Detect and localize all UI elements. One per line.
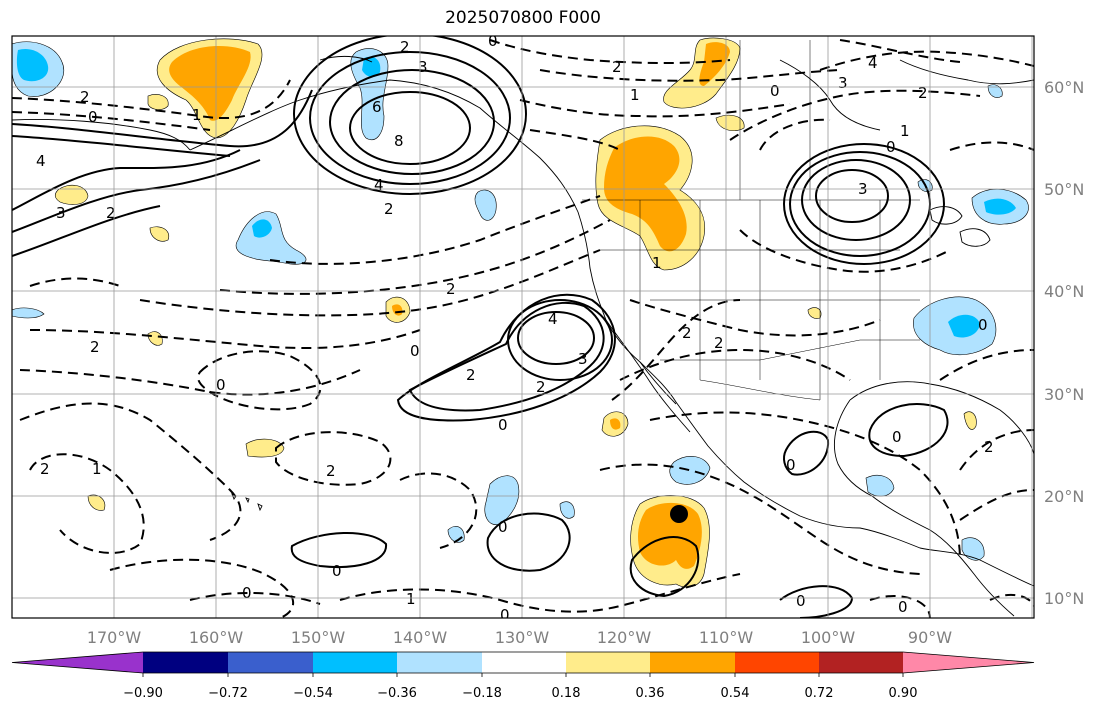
contour-label: 0 (488, 32, 498, 50)
contour-label: 0 (242, 584, 252, 602)
contour-label: 0 (886, 138, 896, 156)
colorbar-tick-label: 0.90 (889, 686, 918, 701)
contour-label: 0 (498, 416, 508, 434)
lon-label: 90°W (908, 628, 952, 647)
contour-label: 2 (106, 204, 116, 222)
positive-contours (12, 36, 949, 618)
contour-label: 0 (498, 518, 508, 536)
contour-label: 2 (918, 84, 928, 102)
contour-label: 0 (786, 456, 796, 474)
contour-label: 4 (374, 176, 384, 194)
contour-label: 3 (418, 58, 428, 76)
colorbar-tick-label: −0.18 (462, 686, 502, 701)
storm-center-marker (670, 505, 688, 523)
colorbar (11, 651, 1035, 677)
contour-label: 0 (796, 592, 806, 610)
map-title: 2025070800 F000 (445, 8, 601, 28)
lat-label: 10°N (1044, 589, 1084, 608)
contour-label: 4 (36, 152, 46, 170)
lon-label: 130°W (495, 628, 550, 647)
contour-label: 0 (978, 316, 988, 334)
lat-label: 50°N (1044, 180, 1084, 199)
contour-label: 2 (466, 366, 476, 384)
colorbar-tick-label: 0.72 (805, 686, 834, 701)
contour-label: 0 (410, 342, 420, 360)
contour-label: 1 (406, 590, 416, 608)
contour-label: 0 (898, 598, 908, 616)
contour-label: 0 (500, 606, 510, 624)
contour-label: 2 (984, 438, 994, 456)
lon-label: 110°W (699, 628, 754, 647)
colorbar-tick-label: −0.72 (208, 686, 248, 701)
colorbar-segment (566, 652, 650, 673)
contour-label: 0 (770, 82, 780, 100)
contour-label: 0 (216, 376, 226, 394)
colorbar-ticks: −0.90 −0.72 −0.54 −0.36 −0.18 0.18 0.36 … (123, 686, 917, 701)
colorbar-tick-label: 0.36 (636, 686, 665, 701)
colorbar-segment (313, 652, 397, 673)
contour-label: 2 (400, 38, 410, 56)
contour-label: 3 (578, 350, 588, 368)
colorbar-tick-label: −0.54 (293, 686, 333, 701)
contour-label: 8 (394, 132, 404, 150)
lon-label: 100°W (801, 628, 856, 647)
colorbar-segment (397, 652, 482, 673)
lat-label: 40°N (1044, 282, 1084, 301)
contour-label: 2 (326, 462, 336, 480)
lon-label: 170°W (87, 628, 142, 647)
contour-label: 3 (838, 74, 848, 92)
contour-label: 2 (384, 200, 394, 218)
contour-label: 6 (372, 98, 382, 116)
colorbar-tick-label: 0.18 (552, 686, 581, 701)
map-frame (11, 35, 1035, 619)
lon-label: 120°W (597, 628, 652, 647)
contour-label: 2 (682, 324, 692, 342)
coastlines (12, 55, 1034, 617)
colorbar-segment (819, 652, 903, 673)
contour-label: 3 (56, 204, 66, 222)
lon-label: 150°W (291, 628, 346, 647)
colorbar-tick-label: −0.90 (123, 686, 163, 701)
contour-label: 2 (714, 334, 724, 352)
colorbar-segment (650, 652, 735, 673)
contour-label: 1 (652, 254, 662, 272)
colorbar-tick-label: −0.36 (377, 686, 417, 701)
contour-label: 2 (536, 378, 546, 396)
contour-label: 0 (88, 108, 98, 126)
lat-label: 20°N (1044, 487, 1084, 506)
political-borders (582, 40, 920, 401)
contour-label: 0 (332, 562, 342, 580)
colorbar-segment (228, 652, 313, 673)
lat-label: 30°N (1044, 385, 1084, 404)
longitude-labels: 170°W 160°W 150°W 140°W 130°W 120°W 110°… (87, 628, 952, 647)
contour-label: 2 (90, 338, 100, 356)
contour-label: 2 (80, 88, 90, 106)
contour-label: 4 (868, 54, 878, 72)
contour-label: 0 (892, 428, 902, 446)
contour-label: 2 (40, 460, 50, 478)
contour-label: 4 (548, 310, 558, 328)
lon-label: 140°W (393, 628, 448, 647)
contour-label: 1 (900, 122, 910, 140)
gridlines (12, 36, 1034, 618)
contour-label: 1 (92, 460, 102, 478)
contour-label: 1 (192, 106, 202, 124)
colorbar-tick-label: 0.54 (721, 686, 750, 701)
colorbar-segment (482, 652, 566, 673)
colorbar-extend-low (12, 652, 143, 673)
colorbar-segment (735, 652, 819, 673)
contour-label: 2 (446, 280, 456, 298)
contour-label: 2 (612, 58, 622, 76)
lon-label: 160°W (189, 628, 244, 647)
map-plot-area (12, 36, 1034, 618)
lat-label: 60°N (1044, 78, 1084, 97)
colorbar-segment (143, 652, 228, 673)
contour-label: 1 (630, 86, 640, 104)
latitude-labels: 60°N 50°N 40°N 30°N 20°N 10°N (1044, 78, 1084, 608)
colorbar-extend-high (903, 652, 1034, 673)
